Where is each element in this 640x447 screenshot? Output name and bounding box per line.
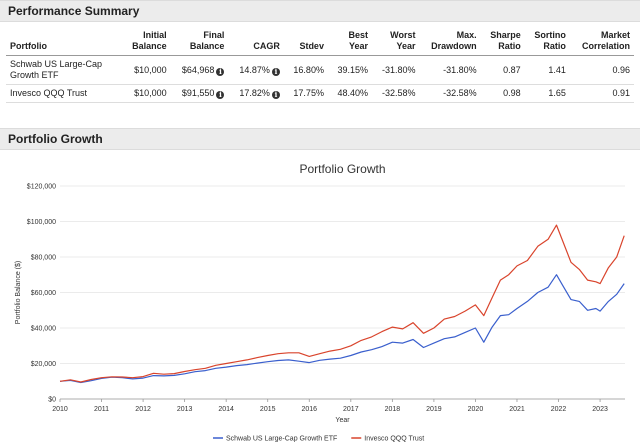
- cell-value: -31.80%: [381, 64, 416, 75]
- cell-value: 0.91: [612, 88, 630, 98]
- cell-worst: -31.80%: [372, 55, 420, 85]
- info-icon[interactable]: i: [216, 67, 225, 76]
- info-icon[interactable]: i: [271, 67, 280, 76]
- cell-correlation: 0.96: [569, 55, 634, 85]
- cell-value: 39.15%: [337, 64, 368, 75]
- cell-value: 0.87: [503, 64, 521, 75]
- cell-cagr: 14.87% i: [228, 55, 284, 85]
- cell-value: $91,550: [181, 88, 215, 98]
- cell-stdev: 16.80%: [283, 55, 328, 85]
- table-row: Invesco QQQ Trust $10,000 $91,550 i 17.82% i 1…: [6, 84, 634, 103]
- cell-initial: $10,000: [122, 55, 171, 85]
- cell-value: 17.82%: [239, 88, 270, 98]
- column-header-sharpe: Sharpe Ratio: [480, 28, 525, 56]
- cell-correlation: 0.91: [569, 84, 634, 103]
- table-header-row: Portfolio Initial Balance Final Balance CAGR S…: [6, 28, 634, 56]
- cell-drawdown: -31.80%: [419, 55, 481, 85]
- cell-value: 1.41: [548, 64, 566, 75]
- table-row: Schwab US Large-Cap Growth ETF $10,000 $64…: [6, 55, 634, 85]
- column-header-portfolio: Portfolio: [6, 28, 122, 56]
- y-tick-label: $40,000: [31, 326, 56, 333]
- performance-table: Portfolio Initial Balance Final Balance CAGR S…: [6, 28, 634, 103]
- series-line-2: [59, 224, 625, 383]
- y-axis-label: Portfolio Balance ($): [15, 261, 22, 324]
- cell-stdev: 17.75%: [283, 84, 328, 103]
- cell-portfolio: Schwab US Large-Cap Growth ETF: [6, 55, 122, 85]
- cell-sharpe: 0.98: [480, 84, 525, 103]
- y-tick-label: $120,000: [27, 184, 56, 191]
- column-header-initial: Initial Balance: [122, 28, 171, 56]
- info-icon[interactable]: i: [216, 91, 225, 99]
- column-header-stdev: Stdev: [283, 28, 328, 56]
- column-header-correlation: Market Correlation: [569, 28, 634, 56]
- x-tick-label: 2012: [135, 406, 151, 413]
- x-tick-label: 2010: [52, 406, 68, 413]
- x-tick-label: 2018: [385, 406, 401, 413]
- info-icon[interactable]: i: [271, 91, 280, 99]
- x-tick-label: 2022: [551, 406, 567, 413]
- legend-label-2: Invesco QQQ Trust: [364, 436, 424, 443]
- cell-value: -32.58%: [443, 88, 477, 98]
- cell-value: 17.75%: [293, 88, 324, 98]
- cell-value: Schwab US Large-Cap Growth ETF: [10, 59, 103, 80]
- portfolio-growth-title: Portfolio Growth: [8, 132, 103, 146]
- column-header-cagr: CAGR: [228, 28, 284, 56]
- y-tick-label: $60,000: [31, 290, 56, 297]
- x-tick-label: 2021: [509, 406, 525, 413]
- cell-cagr: 17.82% i: [228, 84, 284, 103]
- cell-value: $10,000: [134, 64, 167, 75]
- column-header-worst: Worst Year: [372, 28, 420, 56]
- y-tick-label: $100,000: [27, 219, 56, 226]
- portfolio-growth-chart: Portfolio Growth $0 $20,000 $40,000 $60,000 $…: [15, 162, 625, 443]
- cell-value: 16.80%: [293, 64, 324, 75]
- cell-value: 1.65: [548, 88, 566, 98]
- column-header-sortino: Sortino Ratio: [524, 28, 570, 56]
- x-tick-label: 2017: [343, 406, 359, 413]
- column-header-final: Final Balance: [170, 28, 229, 56]
- cell-best: 48.40%: [327, 84, 372, 103]
- cell-value: 0.96: [612, 64, 630, 75]
- cell-value: -31.80%: [443, 64, 477, 75]
- cell-portfolio: Invesco QQQ Trust: [6, 84, 122, 103]
- x-tick-label: 2011: [94, 406, 109, 413]
- x-tick-label: 2020: [468, 406, 484, 413]
- cell-sharpe: 0.87: [480, 55, 525, 85]
- column-header-best: Best Year: [327, 28, 372, 56]
- cell-drawdown: -32.58%: [419, 84, 481, 103]
- series-line-1: [59, 274, 625, 384]
- y-tick-label: $0: [48, 397, 56, 404]
- cell-sortino: 1.41: [524, 55, 570, 85]
- column-header-drawdown: Max. Drawdown: [419, 28, 481, 56]
- cell-initial: $10,000: [122, 84, 171, 103]
- x-tick-label: 2016: [301, 406, 317, 413]
- x-tick-label: 2014: [218, 406, 234, 413]
- table-body: Schwab US Large-Cap Growth ETF $10,000 $64…: [6, 55, 634, 103]
- cell-sortino: 1.65: [524, 84, 570, 103]
- cell-value: -32.58%: [381, 88, 416, 98]
- y-tick-label: $20,000: [31, 361, 56, 368]
- x-axis-label: Year: [335, 417, 350, 424]
- cell-final: $91,550 i: [170, 84, 229, 103]
- chart-title: Portfolio Growth: [299, 162, 385, 176]
- cell-worst: -32.58%: [372, 84, 420, 103]
- cell-value: 48.40%: [337, 88, 368, 98]
- performance-summary-title: Performance Summary: [8, 4, 140, 18]
- x-tick-label: 2023: [592, 406, 608, 413]
- cell-value: $10,000: [134, 88, 167, 98]
- portfolio-growth-header: Portfolio Growth: [0, 128, 640, 150]
- legend-label-1: Schwab US Large-Cap Growth ETF: [226, 436, 337, 443]
- cell-value: $64,968: [181, 64, 215, 75]
- cell-best: 39.15%: [327, 55, 372, 85]
- x-tick-label: 2013: [177, 406, 193, 413]
- cell-value: Invesco QQQ Trust: [10, 88, 88, 98]
- cell-value: 14.87%: [239, 64, 270, 75]
- performance-summary-header: Performance Summary: [0, 0, 640, 22]
- cell-value: 0.98: [503, 88, 521, 98]
- x-tick-label: 2019: [426, 406, 442, 413]
- y-tick-label: $80,000: [31, 255, 56, 262]
- cell-final: $64,968 i: [170, 55, 229, 85]
- x-tick-label: 2015: [260, 406, 276, 413]
